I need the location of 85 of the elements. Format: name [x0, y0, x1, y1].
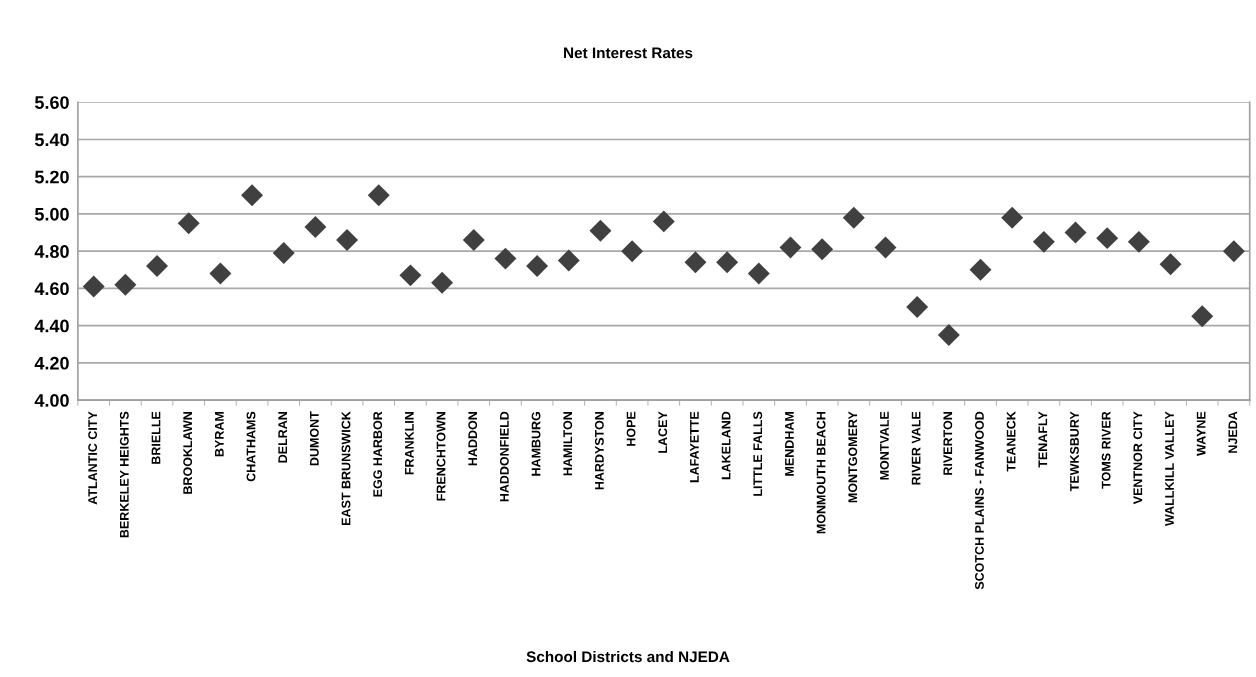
point — [811, 238, 834, 261]
y-tick-label: 4.20 — [34, 356, 69, 370]
x-tick-label: DELRAN — [278, 412, 287, 463]
point — [621, 240, 644, 263]
x-tick-label: FRENCHTOWN — [436, 412, 446, 501]
x-tick-label: TENAFLY — [1038, 411, 1048, 468]
y-tick-label: 4.40 — [34, 319, 69, 333]
chart-title: Net Interest Rates — [564, 47, 693, 59]
point — [906, 296, 929, 318]
x-tick-label: MENDHAM — [785, 412, 794, 476]
x-axis-title: School Districts and NJEDA — [526, 650, 730, 663]
point — [367, 184, 390, 207]
x-tick-label: EAST BRUNSWICK — [341, 411, 351, 525]
point — [557, 249, 580, 272]
x-tick-label: TOMS RIVER — [1101, 411, 1111, 489]
point — [304, 215, 327, 238]
point — [652, 210, 675, 233]
x-tick-label: NJEDA — [1228, 411, 1238, 453]
x-tick-label: TEANECK — [1006, 411, 1016, 472]
point — [399, 264, 422, 287]
point — [779, 236, 802, 259]
point — [1064, 221, 1087, 244]
x-tick-label: LAFAYETTE — [690, 411, 699, 483]
x-tick-label: LAKELAND — [721, 411, 731, 480]
x-tick-label: HAMILTON — [563, 412, 573, 476]
x-tick-label: RIVERTON — [943, 412, 953, 475]
point — [526, 255, 549, 278]
point — [716, 251, 739, 274]
x-tick-label: ATLANTIC CITY — [88, 411, 98, 505]
point — [272, 242, 295, 265]
x-tick-label: WALLKILL VALLEY — [1165, 411, 1174, 527]
x-tick-label: HAMBURG — [531, 411, 541, 476]
x-tick-label: BRIELLE — [151, 411, 161, 464]
x-tick-label: LITTLE FALLS — [753, 411, 763, 496]
point — [462, 229, 485, 251]
point — [747, 262, 770, 285]
y-tick-label: 5.60 — [34, 96, 69, 109]
point — [336, 229, 359, 251]
point — [1096, 227, 1119, 250]
x-tick-label: MONTVALE — [880, 411, 889, 480]
point — [177, 212, 200, 235]
point — [1001, 206, 1024, 229]
point — [146, 255, 169, 278]
x-tick-label: HOPE — [626, 411, 636, 446]
y-tick-label: 4.00 — [34, 394, 69, 407]
x-tick-label: DUMONT — [309, 411, 319, 466]
point — [494, 247, 517, 270]
point — [684, 251, 707, 274]
y-tick-label: 5.00 — [34, 207, 69, 221]
point — [874, 236, 897, 259]
point — [241, 184, 264, 207]
x-tick-label: EGG HARBOR — [373, 411, 383, 497]
x-tick-label: CHATHAMS — [246, 411, 256, 482]
x-tick-label: MONTGOMERY — [848, 411, 858, 503]
x-tick-label: WAYNE — [1196, 411, 1206, 456]
x-tick-label: BYRAM — [215, 412, 224, 457]
point — [937, 323, 960, 346]
y-tick-label: 4.80 — [34, 245, 69, 258]
point — [1191, 305, 1214, 328]
point — [1159, 253, 1182, 276]
point — [589, 219, 612, 242]
point — [969, 258, 992, 281]
y-tick-label: 5.40 — [34, 133, 69, 147]
x-tick-label: RIVER VALE — [911, 411, 921, 485]
point — [1127, 230, 1150, 253]
x-tick-label: HADDON — [468, 412, 478, 466]
x-tick-label: BROOKLAWN — [183, 412, 193, 494]
x-tick-label: FRANKLIN — [405, 412, 414, 475]
point — [209, 262, 232, 285]
point — [1032, 230, 1055, 253]
x-tick-label: HADDONFIELD — [499, 411, 509, 502]
x-tick-label: SCOTCH PLAINS - FANWOOD — [975, 411, 984, 590]
x-tick-label: VENTNOR CITY — [1133, 411, 1143, 505]
point — [82, 275, 105, 298]
point — [431, 271, 454, 294]
x-tick-label: LACEY — [658, 411, 668, 453]
point — [114, 273, 137, 296]
y-tick-label: 5.20 — [34, 170, 69, 184]
point — [1222, 240, 1245, 263]
y-tick-label: 4.60 — [34, 282, 69, 296]
point — [842, 206, 865, 229]
x-tick-label: BERKELEY HEIGHTS — [119, 411, 129, 538]
x-tick-label: HARDYSTON — [594, 412, 604, 490]
x-tick-label: TEWKSBURY — [1070, 411, 1079, 492]
x-tick-label: MONMOUTH BEACH — [816, 412, 826, 534]
